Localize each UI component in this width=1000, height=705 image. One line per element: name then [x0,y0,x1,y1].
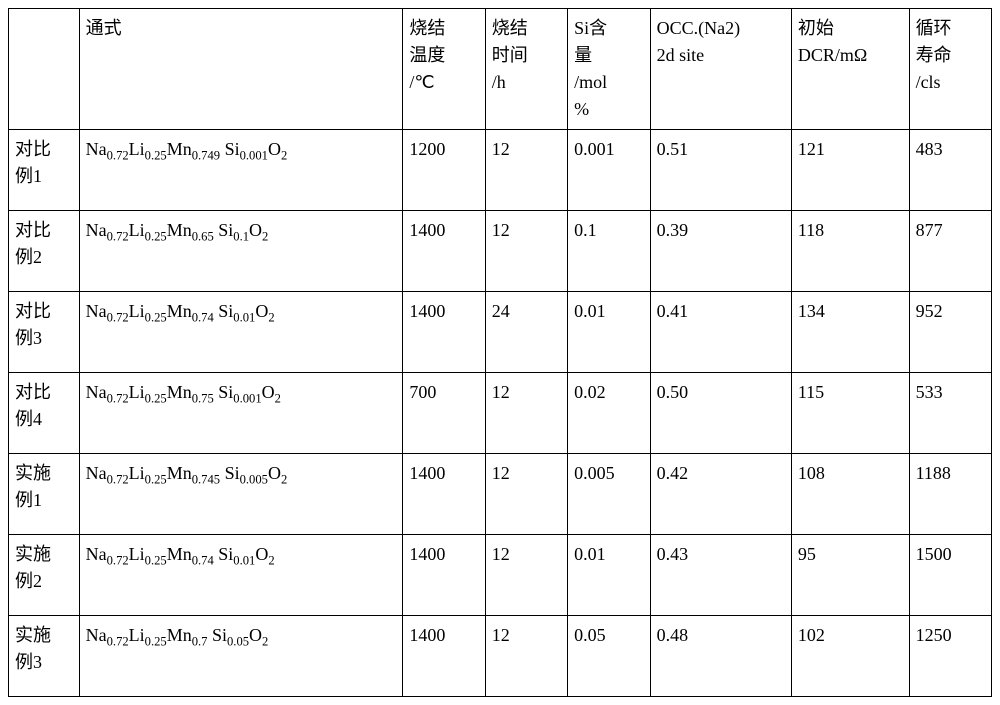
si-content: 0.001 [568,130,650,211]
sinter-time: 12 [485,616,567,697]
table-header: 通式烧结温度/℃烧结时间/hSi含量/mol%OCC.(Na2)2d site初… [9,9,992,130]
occ-na2: 0.39 [650,211,791,292]
table-row: 对比例3Na0.72Li0.25Mn0.74 Si0.01O21400240.0… [9,292,992,373]
sinter-time: 24 [485,292,567,373]
sinter-time: 12 [485,454,567,535]
table-row: 实施例2Na0.72Li0.25Mn0.74 Si0.01O21400120.0… [9,535,992,616]
formula-cell: Na0.72Li0.25Mn0.749 Si0.001O2 [79,130,403,211]
sinter-temp: 1400 [403,535,485,616]
sinter-time: 12 [485,130,567,211]
initial-dcr: 121 [791,130,909,211]
sinter-temp: 1200 [403,130,485,211]
header-cell-3: 烧结时间/h [485,9,567,130]
sinter-time: 12 [485,535,567,616]
si-content: 0.02 [568,373,650,454]
cycle-life: 483 [909,130,991,211]
header-cell-2: 烧结温度/℃ [403,9,485,130]
sinter-time: 12 [485,373,567,454]
occ-na2: 0.51 [650,130,791,211]
table-row: 对比例1Na0.72Li0.25Mn0.749 Si0.001O21200120… [9,130,992,211]
cycle-life: 877 [909,211,991,292]
occ-na2: 0.48 [650,616,791,697]
header-cell-4: Si含量/mol% [568,9,650,130]
table-row: 对比例2Na0.72Li0.25Mn0.65 Si0.1O21400120.10… [9,211,992,292]
data-table: 通式烧结温度/℃烧结时间/hSi含量/mol%OCC.(Na2)2d site初… [8,8,992,697]
formula-cell: Na0.72Li0.25Mn0.65 Si0.1O2 [79,211,403,292]
row-label: 实施例1 [9,454,80,535]
row-label: 对比例4 [9,373,80,454]
row-label: 实施例2 [9,535,80,616]
occ-na2: 0.50 [650,373,791,454]
table-row: 对比例4Na0.72Li0.25Mn0.75 Si0.001O2700120.0… [9,373,992,454]
row-label: 实施例3 [9,616,80,697]
si-content: 0.005 [568,454,650,535]
header-cell-1: 通式 [79,9,403,130]
initial-dcr: 118 [791,211,909,292]
sinter-temp: 1400 [403,454,485,535]
sinter-temp: 1400 [403,211,485,292]
header-cell-0 [9,9,80,130]
initial-dcr: 102 [791,616,909,697]
cycle-life: 533 [909,373,991,454]
cycle-life: 1250 [909,616,991,697]
sinter-temp: 700 [403,373,485,454]
si-content: 0.1 [568,211,650,292]
row-label: 对比例2 [9,211,80,292]
sinter-time: 12 [485,211,567,292]
cycle-life: 1188 [909,454,991,535]
initial-dcr: 108 [791,454,909,535]
si-content: 0.01 [568,292,650,373]
occ-na2: 0.42 [650,454,791,535]
header-cell-7: 循环寿命/cls [909,9,991,130]
formula-cell: Na0.72Li0.25Mn0.75 Si0.001O2 [79,373,403,454]
cycle-life: 952 [909,292,991,373]
header-cell-5: OCC.(Na2)2d site [650,9,791,130]
row-label: 对比例3 [9,292,80,373]
formula-cell: Na0.72Li0.25Mn0.74 Si0.01O2 [79,292,403,373]
table-row: 实施例3Na0.72Li0.25Mn0.7 Si0.05O21400120.05… [9,616,992,697]
initial-dcr: 134 [791,292,909,373]
header-row: 通式烧结温度/℃烧结时间/hSi含量/mol%OCC.(Na2)2d site初… [9,9,992,130]
table-body: 对比例1Na0.72Li0.25Mn0.749 Si0.001O21200120… [9,130,992,697]
header-cell-6: 初始DCR/mΩ [791,9,909,130]
table-row: 实施例1Na0.72Li0.25Mn0.745 Si0.005O21400120… [9,454,992,535]
formula-cell: Na0.72Li0.25Mn0.7 Si0.05O2 [79,616,403,697]
si-content: 0.05 [568,616,650,697]
initial-dcr: 95 [791,535,909,616]
formula-cell: Na0.72Li0.25Mn0.74 Si0.01O2 [79,535,403,616]
cycle-life: 1500 [909,535,991,616]
sinter-temp: 1400 [403,292,485,373]
initial-dcr: 115 [791,373,909,454]
occ-na2: 0.41 [650,292,791,373]
sinter-temp: 1400 [403,616,485,697]
occ-na2: 0.43 [650,535,791,616]
si-content: 0.01 [568,535,650,616]
formula-cell: Na0.72Li0.25Mn0.745 Si0.005O2 [79,454,403,535]
row-label: 对比例1 [9,130,80,211]
